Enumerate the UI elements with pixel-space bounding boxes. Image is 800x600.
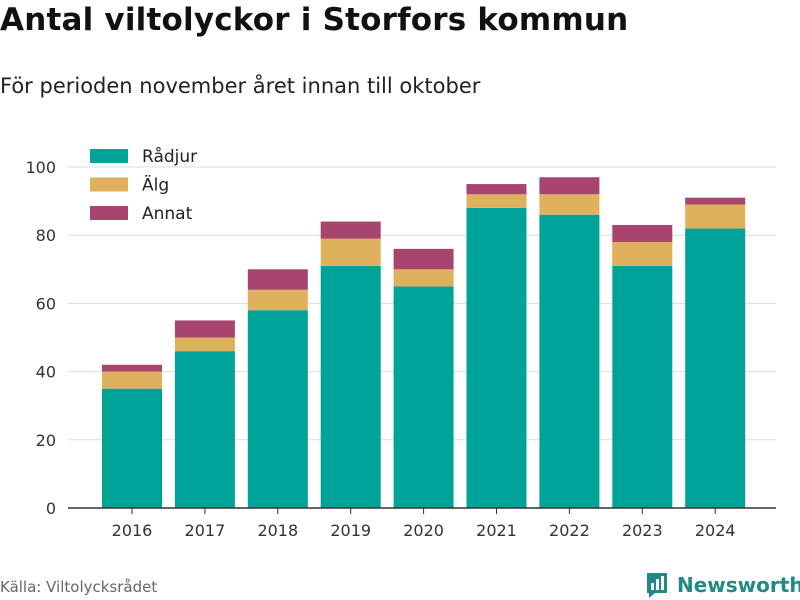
- legend-swatch-rådjur: [90, 149, 128, 163]
- legend: Rådjur Älg Annat: [90, 146, 197, 224]
- x-tick-label: 2019: [330, 521, 371, 540]
- bar-segment-älg-2024: [685, 204, 746, 229]
- bar-segment-annat-2016: [102, 364, 162, 372]
- x-tick-label: 2016: [112, 521, 153, 540]
- bar-segment-älg-2020: [393, 269, 454, 287]
- y-tick-label: 0: [46, 499, 56, 518]
- legend-label: Rådjur: [142, 146, 197, 167]
- x-tick-label: 2022: [549, 521, 590, 540]
- bar-segment-annat-2021: [466, 184, 527, 195]
- bar-segment-älg-2016: [102, 371, 162, 389]
- bar-segment-annat-2018: [247, 269, 308, 290]
- legend-swatch-annat: [90, 206, 128, 220]
- legend-swatch-älg: [90, 177, 128, 192]
- chart-subtitle: För perioden november året innan till ok…: [0, 74, 481, 98]
- x-tick-label: 2017: [185, 521, 226, 540]
- bars: [102, 177, 746, 509]
- y-tick-label: 60: [36, 294, 56, 313]
- bar-segment-älg-2018: [247, 289, 308, 311]
- bar-segment-rådjur-2020: [393, 286, 454, 508]
- bar-segment-annat-2022: [539, 177, 600, 195]
- y-tick-label: 100: [25, 158, 56, 177]
- y-tick-label: 80: [36, 226, 56, 245]
- y-tick-label: 40: [36, 363, 56, 382]
- bar-segment-rådjur-2017: [174, 351, 235, 508]
- x-tick-label: 2018: [257, 521, 298, 540]
- bar-segment-älg-2019: [320, 238, 381, 266]
- brand-name: Newsworthy: [677, 573, 800, 597]
- bar-segment-annat-2024: [685, 197, 746, 205]
- bar-segment-rådjur-2023: [612, 265, 673, 508]
- bar-segment-annat-2019: [320, 221, 381, 239]
- bar-segment-älg-2022: [539, 194, 600, 215]
- bar-segment-rådjur-2022: [539, 214, 600, 509]
- x-tick-label: 2023: [622, 521, 663, 540]
- brand-logo: Newsworthy: [645, 570, 800, 600]
- x-tick-label: 2024: [695, 521, 736, 540]
- bar-segment-rådjur-2021: [466, 207, 527, 509]
- legend-label: Annat: [142, 204, 193, 224]
- bar-segment-älg-2021: [466, 194, 527, 208]
- axes: 0 20 40 60 80 100 2016 2017 2018 2019 2020 2021 2022…: [25, 158, 776, 540]
- y-tick-label: 20: [36, 431, 56, 450]
- bar-segment-älg-2017: [174, 337, 235, 352]
- x-tick-label: 2021: [476, 521, 517, 540]
- chart-title: Antal viltolyckor i Storfors kommun: [0, 2, 629, 38]
- bar-segment-rådjur-2018: [247, 310, 308, 508]
- bar-segment-rådjur-2019: [320, 265, 381, 508]
- bar-segment-älg-2023: [612, 242, 673, 266]
- x-tick-label: 2020: [403, 521, 444, 540]
- source-note: Källa: Viltolycksrådet: [0, 578, 158, 596]
- bar-segment-annat-2023: [612, 224, 673, 243]
- bar-segment-rådjur-2016: [102, 388, 162, 508]
- bar-segment-rådjur-2024: [685, 228, 746, 508]
- legend-label: Älg: [142, 175, 169, 196]
- bar-segment-annat-2017: [174, 320, 235, 338]
- bar-segment-annat-2020: [393, 248, 454, 270]
- bar-chart-logo-icon: [647, 573, 667, 598]
